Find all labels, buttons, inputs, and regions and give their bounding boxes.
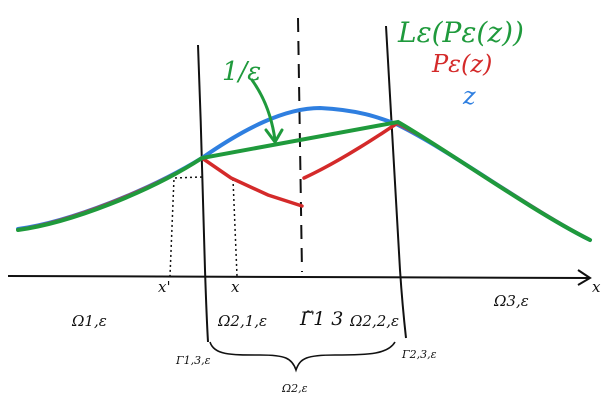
dashed-line-gamma-tilde-13	[297, 17, 303, 273]
legend-blue-label: z	[462, 82, 476, 110]
curve-green	[16, 119, 592, 242]
curve-z-blue	[16, 105, 592, 242]
boundary-label-gamma-13: Γ1,3,ε	[175, 354, 211, 367]
point-label-x: x	[231, 278, 240, 296]
legend-red-label: Pε(z)	[431, 50, 492, 78]
slope-annotation-arrowhead	[264, 128, 284, 145]
legend-green-label: Lε(Pε(z))	[397, 16, 524, 49]
x-axis-line	[7, 275, 589, 279]
x-axis-label: x	[592, 278, 601, 296]
region-label-omega-21: Ω2,1,ε	[217, 312, 267, 330]
boundary-line-gamma-23	[385, 25, 407, 339]
region-label-omega-2: Ω2,ε	[281, 382, 308, 395]
x-axis-arrowhead	[577, 269, 592, 286]
point-label-x-prime: x'	[158, 278, 171, 296]
slope-annotation-arrow	[250, 78, 277, 142]
dotted-projection-x-prime	[169, 176, 203, 277]
region-label-omega-22: Ω2,2,ε	[349, 312, 399, 330]
region-label-omega-3: Ω3,ε	[493, 292, 529, 310]
curve-red-right-segment	[302, 122, 398, 180]
dotted-projection-x	[232, 178, 238, 277]
boundary-line-gamma-13	[197, 44, 209, 343]
region-label-gamma-tilde-13: Γ̃1 3	[299, 308, 343, 330]
region-label-omega-1: Ω1,ε	[71, 312, 107, 330]
boundary-label-gamma-23: Γ2,3,ε	[401, 348, 437, 361]
brace-omega-2	[209, 341, 396, 373]
curve-red-left-segment	[200, 156, 304, 208]
